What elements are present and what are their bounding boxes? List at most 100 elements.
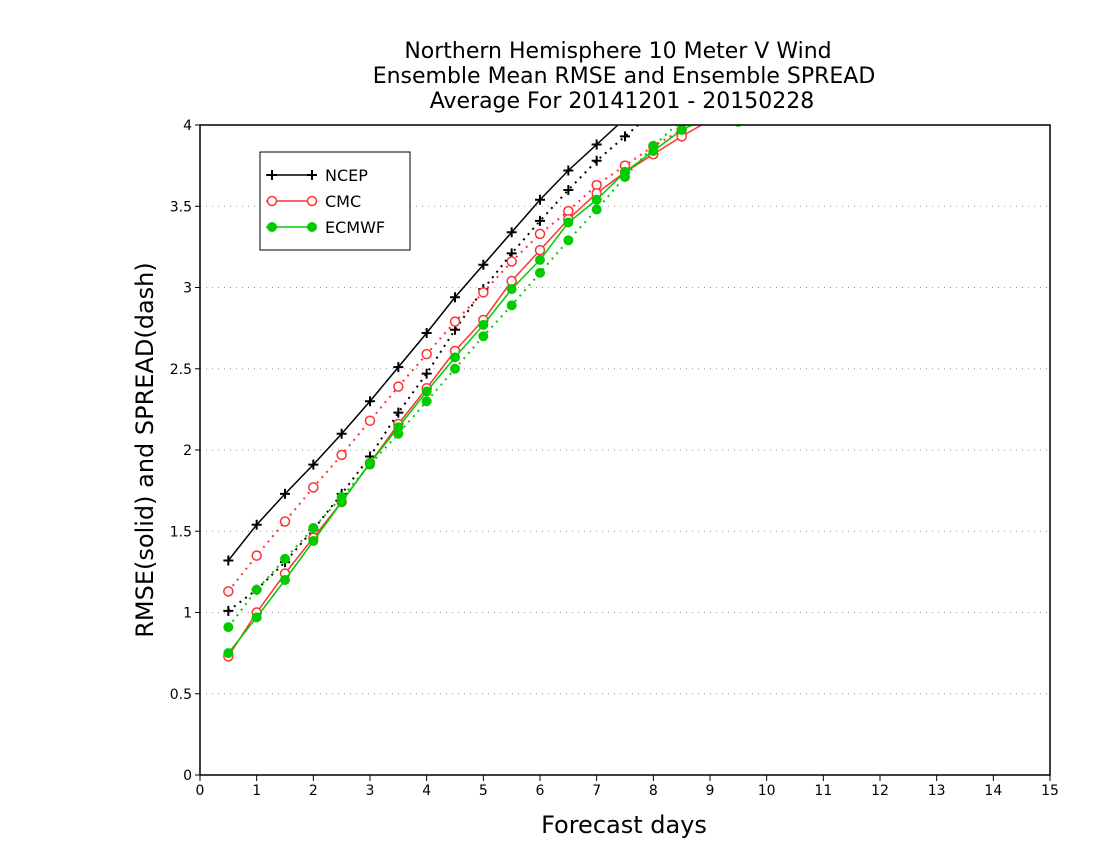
- data-point-ncep-rmse: [535, 194, 545, 205]
- x-tick-label: 7: [592, 783, 601, 799]
- y-tick-label: 3.5: [170, 199, 192, 215]
- y-axis-label: RMSE(solid) and SPREAD(dash): [131, 262, 159, 638]
- series-ncep: [223, 114, 640, 616]
- y-tick-label: 1: [183, 606, 192, 622]
- data-point-ecmwf-spread: [680, 125, 683, 126]
- data-point-cmc-spread: [336, 449, 347, 461]
- data-point-cmc-spread: [421, 348, 432, 360]
- data-point-ecmwf-spread: [535, 267, 545, 278]
- data-point-ecmwf-rmse: [591, 194, 602, 205]
- x-tick-label: 9: [706, 783, 715, 799]
- data-point-ecmwf-rmse: [478, 319, 489, 330]
- data-point-cmc-spread: [251, 550, 262, 561]
- data-point-ecmwf-spread: [478, 331, 489, 342]
- plot-frame: [199, 124, 1051, 776]
- legend-marker-ecmwf: [267, 222, 277, 232]
- data-point-cmc-spread: [393, 381, 404, 392]
- data-point-ncep-rmse: [308, 459, 319, 470]
- legend-item-ncep: NCEP: [266, 166, 368, 185]
- x-tick-label: 14: [984, 783, 1002, 799]
- axis-ticks: 00.511.522.533.540 1 2 3 4 5 6 7 8 9 10 11 12 13 14 15: [170, 118, 1059, 799]
- data-point-ecmwf-spread: [708, 125, 712, 126]
- x-tick-label: 2: [309, 783, 318, 799]
- x-tick-label: 1: [252, 783, 261, 799]
- series-cmc-spread-line: [227, 129, 683, 592]
- data-point-ncep-rmse: [336, 428, 347, 439]
- data-point-ecmwf-spread: [251, 584, 262, 595]
- data-point-ncep-rmse: [563, 165, 574, 176]
- data-point-ncep-spread: [535, 215, 545, 226]
- data-point-ecmwf-rmse: [648, 146, 659, 156]
- data-point-ncep-rmse: [450, 292, 460, 303]
- data-point-cmc-spread: [478, 287, 489, 298]
- data-point-ncep-rmse: [251, 519, 262, 530]
- x-tick-label: 15: [1041, 783, 1059, 799]
- legend-marker-ncep: [267, 170, 277, 180]
- chart-title-line-1: Northern Hemisphere 10 Meter V Wind: [404, 39, 831, 64]
- legend-label-ecmwf: ECMWF: [325, 218, 385, 237]
- chart-title: Northern Hemisphere 10 Meter V Wind Ense…: [373, 39, 876, 114]
- data-point-ecmwf-rmse: [676, 125, 687, 135]
- data-point-ecmwf-spread: [506, 300, 517, 311]
- data-point-ecmwf-rmse: [450, 352, 460, 363]
- x-tick-label: 5: [479, 783, 488, 799]
- y-tick-label: 4: [183, 118, 192, 134]
- x-tick-label: 6: [536, 783, 545, 799]
- data-point-ecmwf-rmse: [251, 612, 262, 623]
- x-tick-label: 8: [649, 783, 658, 799]
- data-point-ncep-rmse: [280, 488, 290, 499]
- data-point-ncep-rmse: [591, 139, 602, 150]
- x-tick-label: 11: [814, 783, 832, 799]
- data-point-ecmwf-rmse: [563, 217, 574, 228]
- gridlines: [200, 205, 1050, 695]
- data-point-ncep-rmse: [223, 555, 234, 566]
- data-point-ecmwf-spread: [308, 523, 319, 533]
- x-tick-label: 12: [871, 783, 889, 799]
- data-point-ecmwf-rmse: [620, 167, 630, 178]
- legend-marker-ecmwf: [307, 222, 317, 232]
- legend-marker-cmc: [306, 195, 318, 207]
- data-point-ecmwf-spread: [591, 204, 602, 215]
- y-tick-label: 3: [183, 281, 192, 297]
- x-tick-label: 3: [366, 783, 375, 799]
- x-tick-label: 10: [758, 783, 776, 799]
- data-point-ecmwf-rmse: [421, 386, 432, 397]
- series-ncep-spread-line: [227, 125, 640, 612]
- data-point-ncep-spread: [620, 131, 630, 142]
- y-tick-label: 1.5: [170, 524, 192, 540]
- series-ecmwf-rmse-line: [227, 125, 695, 654]
- legend-item-ecmwf: ECMWF: [266, 218, 385, 237]
- data-point-ncep-spread: [421, 368, 432, 379]
- data-point-ecmwf-spread: [280, 553, 290, 564]
- data-point-ecmwf-rmse: [506, 284, 517, 295]
- legend-marker-ncep: [307, 170, 317, 180]
- data-point-ecmwf-spread: [421, 396, 432, 407]
- x-tick-label: 13: [928, 783, 946, 799]
- chart-title-line-3: Average For 20141201 - 20150228: [430, 89, 815, 114]
- data-point-cmc-spread: [364, 415, 376, 426]
- legend-marker-cmc: [266, 195, 278, 207]
- plot-series: [223, 114, 743, 662]
- data-point-ncep-rmse: [478, 259, 489, 270]
- data-point-ecmwf-rmse: [336, 497, 347, 507]
- data-point-ncep-rmse: [421, 328, 432, 338]
- data-point-ecmwf-spread: [563, 235, 574, 246]
- data-point-cmc-spread: [449, 316, 461, 327]
- data-point-ncep-spread: [223, 605, 234, 616]
- y-tick-label: 2: [183, 443, 192, 459]
- data-point-cmc-spread: [506, 256, 517, 267]
- data-point-ecmwf-rmse: [223, 648, 234, 659]
- series-ecmwf: [223, 125, 743, 659]
- data-point-ecmwf-rmse: [308, 536, 319, 546]
- data-point-ncep-rmse: [620, 114, 630, 124]
- legend-label-ncep: NCEP: [325, 166, 368, 185]
- data-point-ecmwf-rmse: [535, 254, 545, 265]
- data-point-ecmwf-rmse: [393, 422, 404, 433]
- x-tick-label: 0: [196, 783, 205, 799]
- data-point-ncep-spread: [591, 155, 602, 166]
- data-point-ncep-spread: [563, 185, 574, 195]
- data-point-ncep-rmse: [393, 362, 404, 373]
- data-point-ncep-spread: [393, 407, 404, 418]
- data-point-ecmwf-rmse: [280, 575, 290, 585]
